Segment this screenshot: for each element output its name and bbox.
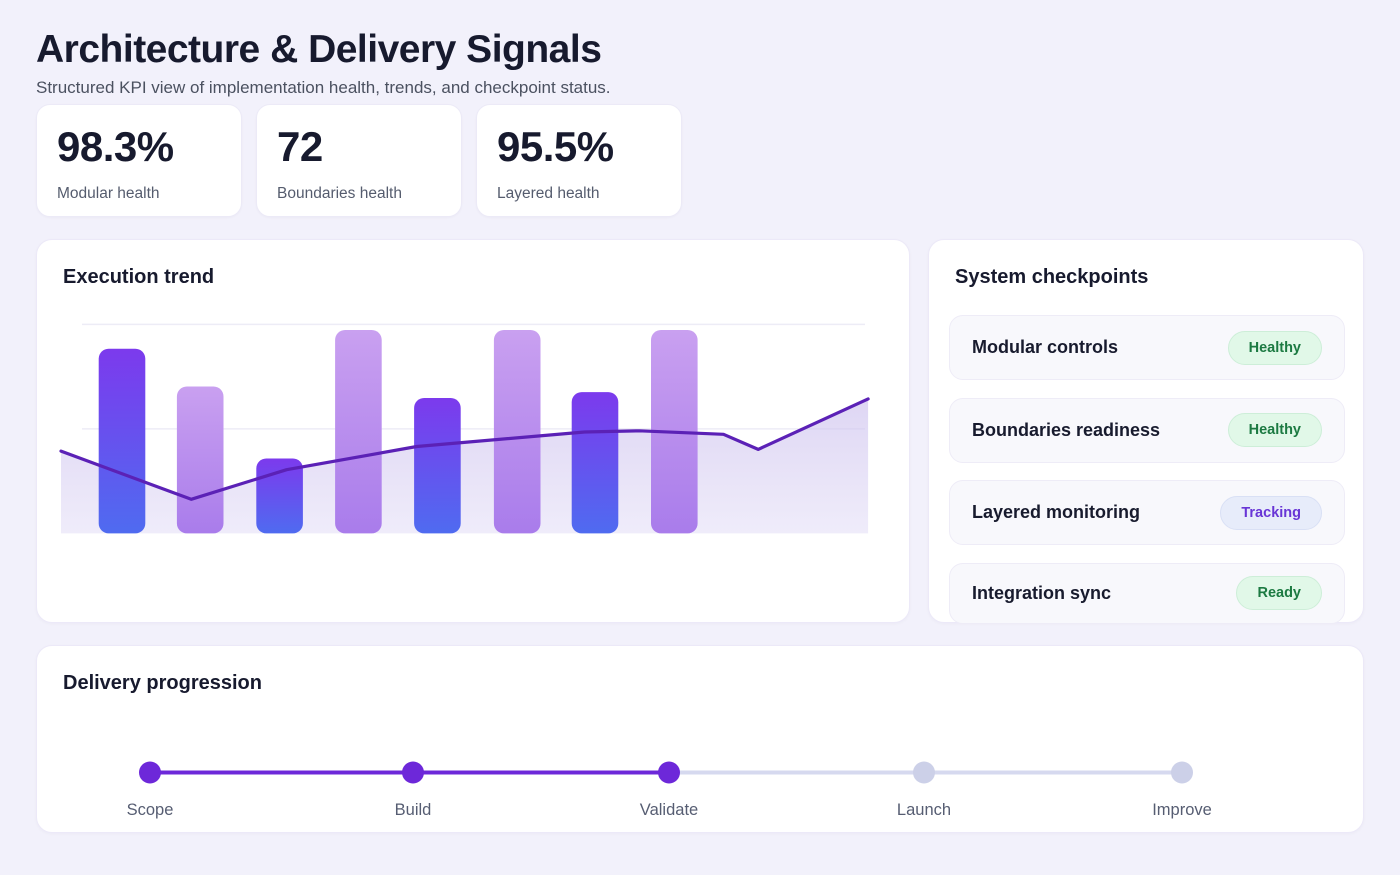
svg-text:Scope: Scope (127, 801, 174, 819)
svg-text:Launch: Launch (897, 801, 951, 819)
svg-text:Build: Build (395, 801, 432, 819)
svg-text:Validate: Validate (640, 801, 698, 819)
svg-text:Improve: Improve (1152, 801, 1212, 819)
